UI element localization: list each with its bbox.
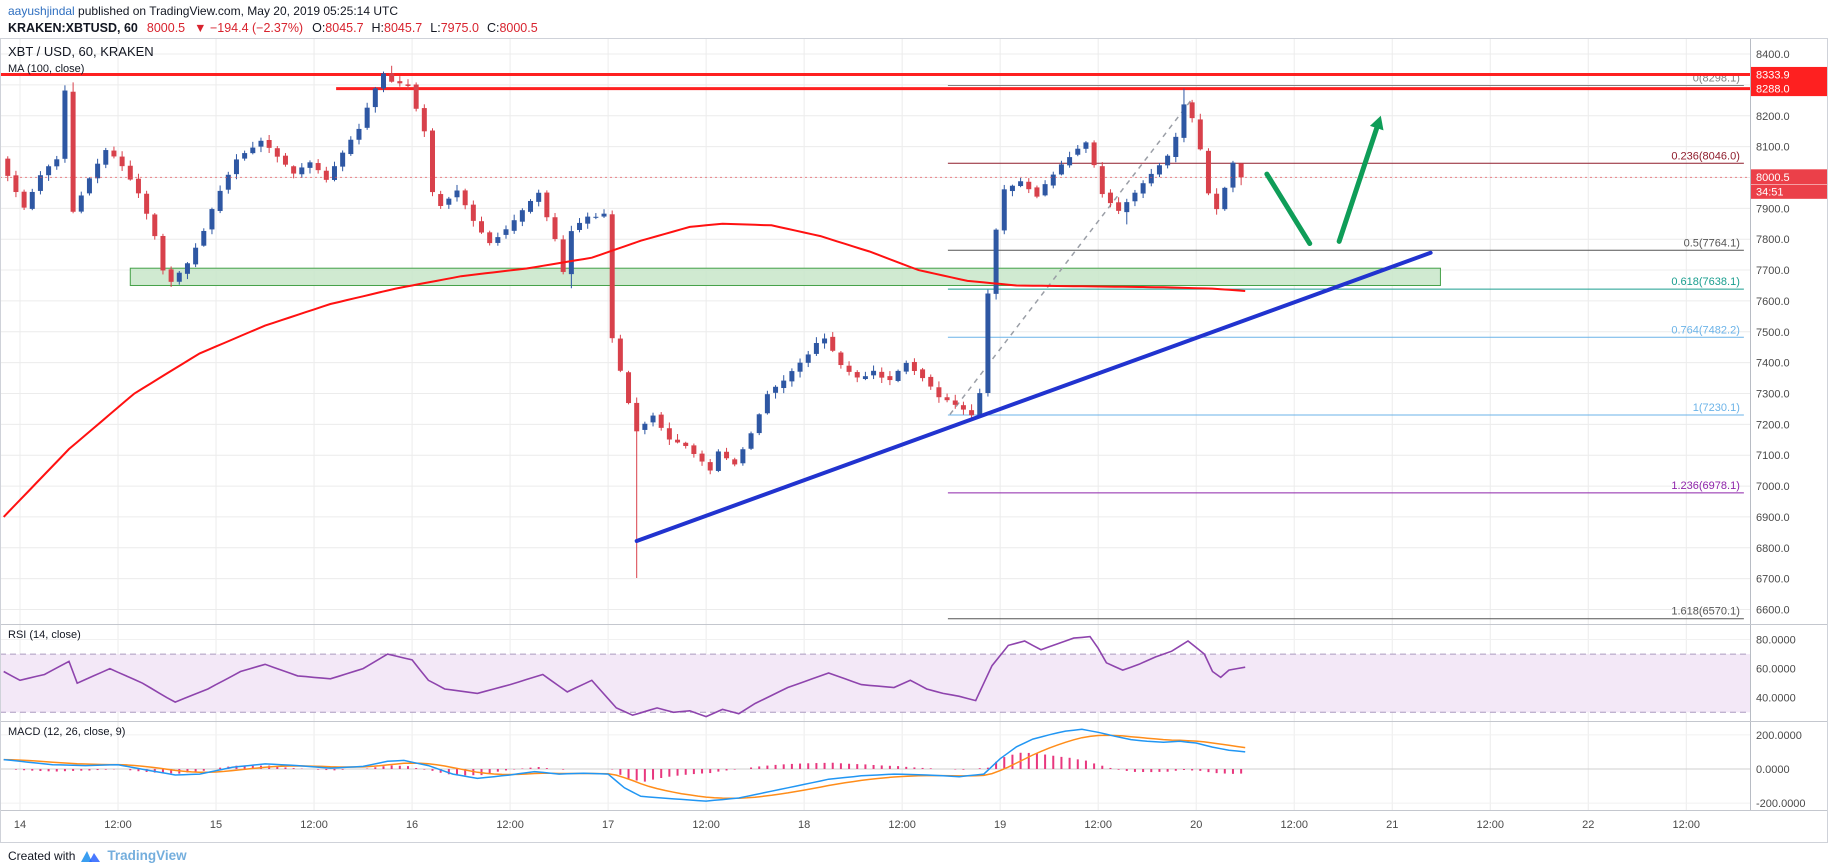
svg-text:22: 22 [1582, 819, 1594, 831]
publish-line: aayushjindal published on TradingView.co… [8, 4, 1828, 19]
svg-text:7400.0: 7400.0 [1756, 358, 1790, 370]
svg-text:12:00: 12:00 [692, 819, 720, 831]
svg-text:8200.0: 8200.0 [1756, 111, 1790, 123]
svg-text:12:00: 12:00 [1476, 819, 1504, 831]
svg-text:7100.0: 7100.0 [1756, 450, 1790, 462]
svg-text:6800.0: 6800.0 [1756, 543, 1790, 555]
svg-text:80.0000: 80.0000 [1756, 635, 1796, 647]
svg-text:0.0000: 0.0000 [1756, 764, 1790, 776]
svg-text:16: 16 [406, 819, 418, 831]
countdown-badge [1751, 184, 1827, 199]
svg-text:0.5(7764.1): 0.5(7764.1) [1684, 237, 1740, 249]
dashed-guide-line [949, 98, 1193, 415]
bullish-arrow [1264, 115, 1384, 247]
svg-text:7900.0: 7900.0 [1756, 203, 1790, 215]
ohlc-pair: H:8045.7 [371, 21, 423, 35]
ohlc-pair: C:8000.5 [486, 21, 538, 35]
ma100-line [2, 222, 1246, 518]
svg-text:1.236(6978.1): 1.236(6978.1) [1671, 480, 1740, 492]
created-with-text: Created with [8, 848, 76, 863]
svg-text:1(7230.1): 1(7230.1) [1693, 402, 1740, 414]
line-price-badge [1751, 66, 1827, 82]
macd-label: MACD (12, 26, close, 9) [8, 726, 125, 738]
svg-text:7000.0: 7000.0 [1756, 481, 1790, 493]
rsi-line [3, 635, 1246, 718]
svg-text:12:00: 12:00 [1084, 819, 1112, 831]
svg-text:6900.0: 6900.0 [1756, 512, 1790, 524]
chart-title: XBT / USD, 60, KRAKEN [8, 44, 154, 59]
ohlc-values: O:8045.7 H:8045.7 L:7975.0 C:8000.5 [312, 20, 546, 37]
ma-label: MA (100, close) [8, 63, 84, 75]
header-last-price: 8000.5 [146, 21, 186, 35]
trendline [634, 250, 1433, 543]
svg-text:17: 17 [602, 819, 614, 831]
rsi-band [0, 654, 1750, 713]
svg-text:8000.5: 8000.5 [1756, 172, 1790, 184]
svg-text:7200.0: 7200.0 [1756, 419, 1790, 431]
svg-text:7500.0: 7500.0 [1756, 327, 1790, 339]
svg-text:6700.0: 6700.0 [1756, 574, 1790, 586]
author-link[interactable]: aayushjindal [8, 4, 75, 18]
published-text: published on TradingView.com, May 20, 20… [74, 4, 399, 18]
line-price-badge [1751, 81, 1827, 97]
macd-line [3, 728, 1246, 802]
svg-text:12:00: 12:00 [300, 819, 328, 831]
svg-text:12:00: 12:00 [104, 819, 132, 831]
svg-text:0.618(7638.1): 0.618(7638.1) [1671, 276, 1740, 288]
svg-text:60.0000: 60.0000 [1756, 664, 1796, 676]
svg-text:12:00: 12:00 [1673, 819, 1701, 831]
svg-text:18: 18 [798, 819, 810, 831]
svg-text:8100.0: 8100.0 [1756, 142, 1790, 154]
last-price-badge [1751, 169, 1827, 185]
svg-text:6600.0: 6600.0 [1756, 604, 1790, 616]
price-pane: 0(8298.1)0.236(8046.0)0.5(7764.1)0.618(7… [0, 65, 1750, 620]
symbol-line: KRAKEN:XBTUSD, 60 8000.5 ▼ −194.4 (−2.37… [8, 20, 1828, 37]
svg-text:7800.0: 7800.0 [1756, 234, 1790, 246]
svg-text:21: 21 [1386, 819, 1398, 831]
svg-text:0.764(7482.2): 0.764(7482.2) [1671, 324, 1740, 336]
svg-text:15: 15 [210, 819, 222, 831]
tradingview-logo-icon [81, 850, 101, 862]
svg-text:200.0000: 200.0000 [1756, 730, 1802, 742]
svg-text:7700.0: 7700.0 [1756, 265, 1790, 277]
rsi-label: RSI (14, close) [8, 629, 81, 641]
svg-text:14: 14 [14, 819, 26, 831]
symbol-title: KRAKEN:XBTUSD, 60 [8, 21, 138, 35]
footer: Created with TradingView [0, 843, 1828, 868]
svg-text:1.618(6570.1): 1.618(6570.1) [1671, 606, 1740, 618]
svg-text:-200.0000: -200.0000 [1756, 798, 1806, 810]
svg-text:8288.0: 8288.0 [1756, 84, 1790, 96]
time-axis: 14 12:00 15 12:00 16 12:00 17 12:00 18 12:00 19 12:… [14, 819, 1700, 831]
header-price-change: ▼ −194.4 (−2.37%) [194, 21, 304, 35]
price-axis: 6600.0 6700.0 6800.0 6900.0 7000.0 7100.0 7200… [1751, 49, 1827, 810]
svg-text:8400.0: 8400.0 [1756, 49, 1790, 61]
svg-text:0.236(8046.0): 0.236(8046.0) [1671, 150, 1740, 162]
candles [5, 65, 1244, 579]
support-zone [129, 267, 1441, 286]
svg-text:7600.0: 7600.0 [1756, 296, 1790, 308]
ohlc-pair: L:7975.0 [430, 21, 479, 35]
tradingview-link[interactable]: TradingView [107, 848, 187, 863]
svg-text:12:00: 12:00 [496, 819, 524, 831]
header: aayushjindal published on TradingView.co… [0, 0, 1828, 38]
rsi-pane [0, 635, 1750, 718]
svg-text:40.0000: 40.0000 [1756, 693, 1796, 705]
svg-text:7300.0: 7300.0 [1756, 388, 1790, 400]
svg-text:12:00: 12:00 [1280, 819, 1308, 831]
svg-text:12:00: 12:00 [888, 819, 916, 831]
resistance-lines [0, 72, 1750, 91]
svg-text:20: 20 [1190, 819, 1202, 831]
ohlc-pair: O:8045.7 [312, 21, 364, 35]
svg-text:19: 19 [994, 819, 1006, 831]
macd-pane [0, 728, 1750, 802]
svg-text:8333.9: 8333.9 [1756, 69, 1790, 81]
svg-text:34:51: 34:51 [1756, 186, 1784, 198]
chart[interactable]: 0(8298.1)0.236(8046.0)0.5(7764.1)0.618(7… [0, 38, 1828, 843]
